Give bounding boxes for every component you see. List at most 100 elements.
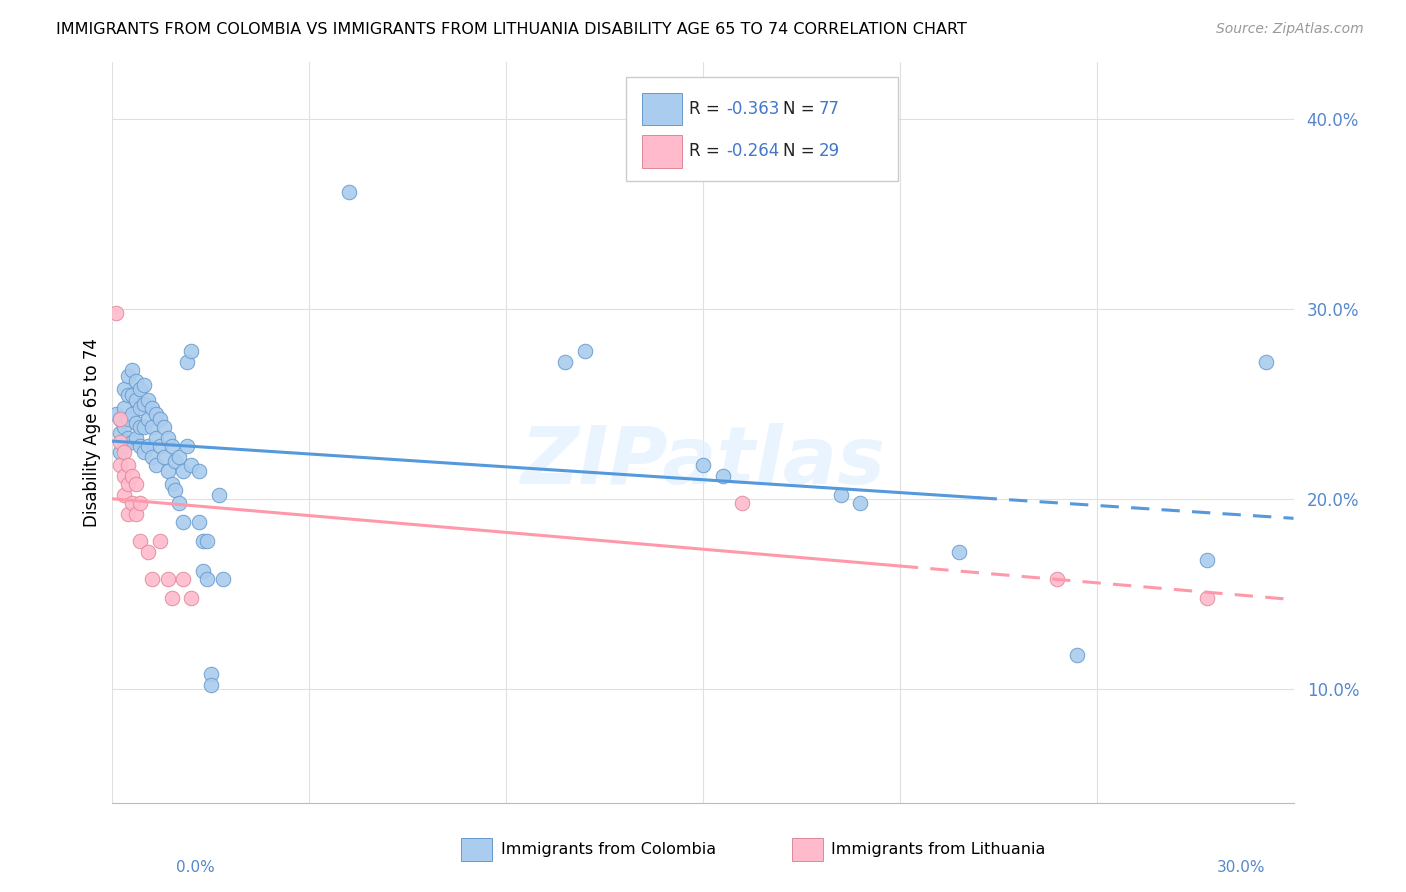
Text: Immigrants from Lithuania: Immigrants from Lithuania bbox=[831, 842, 1045, 856]
Point bbox=[200, 666, 222, 681]
Point bbox=[176, 355, 198, 369]
Point bbox=[156, 431, 179, 445]
Point bbox=[165, 454, 187, 468]
Point bbox=[711, 469, 734, 483]
Point bbox=[195, 572, 218, 586]
Point bbox=[149, 439, 172, 453]
Point bbox=[156, 572, 179, 586]
Point bbox=[132, 378, 155, 392]
Point bbox=[110, 458, 132, 472]
Text: ZIPatlas: ZIPatlas bbox=[520, 423, 886, 501]
Point bbox=[1046, 572, 1069, 586]
Point bbox=[112, 488, 135, 502]
Point bbox=[117, 431, 139, 445]
Point bbox=[141, 450, 163, 465]
Point bbox=[180, 591, 202, 605]
Point bbox=[125, 508, 148, 522]
Point bbox=[110, 444, 132, 458]
Point bbox=[112, 420, 135, 434]
Point bbox=[152, 420, 174, 434]
Point bbox=[129, 382, 152, 396]
Point bbox=[117, 458, 139, 472]
Point bbox=[136, 412, 159, 426]
Point bbox=[110, 435, 132, 450]
Point bbox=[141, 420, 163, 434]
Point bbox=[141, 401, 163, 415]
Point bbox=[1195, 591, 1218, 605]
Point bbox=[169, 450, 191, 465]
Point bbox=[105, 306, 128, 320]
Point bbox=[169, 496, 191, 510]
Point bbox=[731, 496, 754, 510]
Point bbox=[574, 343, 596, 358]
Text: 30.0%: 30.0% bbox=[1218, 860, 1265, 874]
Point bbox=[160, 439, 183, 453]
Text: IMMIGRANTS FROM COLOMBIA VS IMMIGRANTS FROM LITHUANIA DISABILITY AGE 65 TO 74 CO: IMMIGRANTS FROM COLOMBIA VS IMMIGRANTS F… bbox=[56, 22, 967, 37]
Point bbox=[117, 412, 139, 426]
Point bbox=[152, 450, 174, 465]
Point bbox=[121, 363, 143, 377]
FancyBboxPatch shape bbox=[626, 78, 898, 181]
Point bbox=[121, 496, 143, 510]
Point bbox=[129, 439, 152, 453]
Text: Source: ZipAtlas.com: Source: ZipAtlas.com bbox=[1216, 22, 1364, 37]
Point bbox=[121, 469, 143, 483]
Point bbox=[117, 387, 139, 401]
Point bbox=[172, 572, 194, 586]
Point bbox=[117, 508, 139, 522]
Point bbox=[830, 488, 852, 502]
Text: N =: N = bbox=[783, 100, 820, 118]
Point bbox=[188, 464, 211, 478]
Point bbox=[141, 572, 163, 586]
Point bbox=[195, 533, 218, 548]
Y-axis label: Disability Age 65 to 74: Disability Age 65 to 74 bbox=[83, 338, 101, 527]
Point bbox=[149, 412, 172, 426]
Point bbox=[112, 401, 135, 415]
FancyBboxPatch shape bbox=[641, 135, 682, 168]
Point bbox=[208, 488, 231, 502]
Point bbox=[172, 464, 194, 478]
Point bbox=[188, 515, 211, 529]
Point bbox=[692, 458, 714, 472]
Text: -0.264: -0.264 bbox=[727, 143, 780, 161]
Point bbox=[145, 458, 167, 472]
Point bbox=[1195, 553, 1218, 567]
Point bbox=[129, 496, 152, 510]
Text: R =: R = bbox=[689, 143, 725, 161]
Point bbox=[112, 444, 135, 458]
Text: 77: 77 bbox=[818, 100, 839, 118]
Point bbox=[337, 185, 360, 199]
Point bbox=[136, 439, 159, 453]
Point bbox=[129, 401, 152, 415]
Point bbox=[1254, 355, 1277, 369]
Point bbox=[165, 483, 187, 497]
Point bbox=[149, 533, 172, 548]
Point bbox=[129, 420, 152, 434]
Text: Immigrants from Colombia: Immigrants from Colombia bbox=[501, 842, 716, 856]
Point bbox=[121, 407, 143, 421]
Point bbox=[110, 412, 132, 426]
Point bbox=[200, 678, 222, 692]
Point bbox=[121, 435, 143, 450]
Point bbox=[125, 431, 148, 445]
FancyBboxPatch shape bbox=[641, 93, 682, 126]
Point bbox=[160, 591, 183, 605]
Point bbox=[132, 397, 155, 411]
Point bbox=[180, 458, 202, 472]
Text: 29: 29 bbox=[818, 143, 839, 161]
Point bbox=[125, 416, 148, 430]
Point bbox=[121, 387, 143, 401]
Point bbox=[112, 469, 135, 483]
Point bbox=[132, 444, 155, 458]
Point bbox=[145, 431, 167, 445]
Point bbox=[211, 572, 233, 586]
Point bbox=[105, 407, 128, 421]
Point bbox=[136, 393, 159, 408]
Point bbox=[110, 425, 132, 440]
Point bbox=[145, 407, 167, 421]
Point bbox=[191, 564, 214, 578]
Text: -0.363: -0.363 bbox=[727, 100, 780, 118]
Point bbox=[117, 368, 139, 383]
Point bbox=[160, 476, 183, 491]
Text: N =: N = bbox=[783, 143, 820, 161]
